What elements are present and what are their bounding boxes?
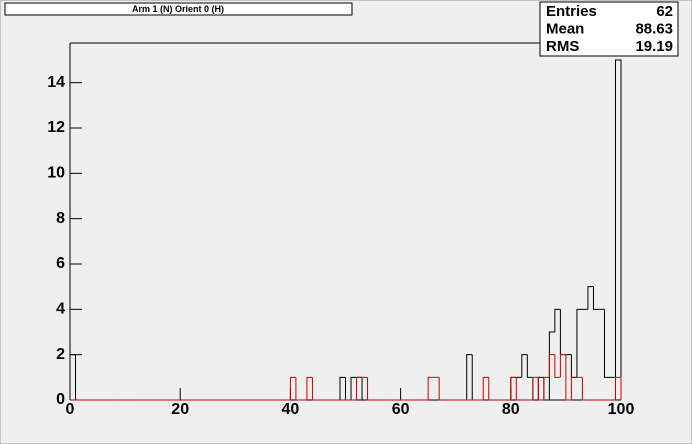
histogram-bin [482, 376, 489, 400]
histogram-bin [526, 354, 533, 378]
stats-value: 88.63 [635, 20, 673, 37]
x-tick-label: 80 [502, 401, 520, 418]
histogram-bin [614, 376, 622, 400]
x-tick-label: 60 [392, 401, 410, 418]
histogram-bin [361, 377, 368, 401]
x-tick-label: 20 [171, 401, 189, 418]
histogram-bin [570, 376, 577, 400]
histogram-bin [69, 354, 76, 400]
histogram-bin [427, 376, 434, 400]
histogram-bin [614, 59, 622, 400]
y-tick-label: 0 [56, 391, 65, 408]
y-tick-label: 10 [47, 165, 65, 182]
histogram-bin [554, 354, 561, 378]
histogram-bin [356, 376, 363, 400]
histogram-bin [466, 354, 473, 400]
histogram-bin [537, 377, 544, 401]
histogram-bin [587, 286, 594, 310]
y-tick-label: 2 [56, 346, 65, 363]
histogram-bin [548, 354, 555, 378]
histogram-bin [565, 354, 572, 401]
histogram-bin [576, 308, 583, 378]
stats-label: RMS [546, 38, 579, 55]
histogram-bin [295, 377, 302, 401]
histogram-bin [339, 376, 346, 400]
chart-title: Arm 1 (N) Orient 0 (H) [132, 4, 224, 14]
histogram-bin [311, 377, 318, 401]
stats-value: 19.19 [635, 38, 673, 55]
stats-value: 62 [656, 3, 673, 20]
histogram-bin [592, 286, 599, 310]
histogram-bin [488, 377, 495, 401]
y-tick-label: 6 [56, 255, 65, 272]
stats-box [539, 1, 679, 57]
stats-label: Entries [546, 3, 597, 20]
histogram-bin [521, 354, 528, 378]
histogram-bin [532, 376, 539, 400]
histogram-bin [289, 376, 296, 400]
histogram-bin [367, 377, 374, 401]
x-tick-label: 100 [608, 401, 635, 418]
histogram-bin [603, 309, 610, 378]
x-tick-label: 0 [66, 401, 75, 418]
x-tick-label: 40 [282, 401, 300, 418]
histogram-bin [438, 377, 445, 401]
y-tick-label: 4 [56, 301, 65, 318]
histogram-bin [554, 308, 561, 332]
histogram-bin [515, 377, 522, 401]
histogram-bin [350, 376, 357, 400]
histogram-bin [306, 376, 313, 400]
histogram-bin [559, 354, 566, 378]
y-tick-label: 14 [47, 74, 65, 91]
histogram-bin [581, 377, 588, 401]
histogram-bin [510, 376, 517, 400]
y-tick-label: 12 [47, 119, 65, 136]
title-box [4, 2, 353, 16]
histogram-bin [543, 376, 550, 400]
y-tick-label: 8 [56, 210, 65, 227]
stats-label: Mean [546, 20, 584, 37]
